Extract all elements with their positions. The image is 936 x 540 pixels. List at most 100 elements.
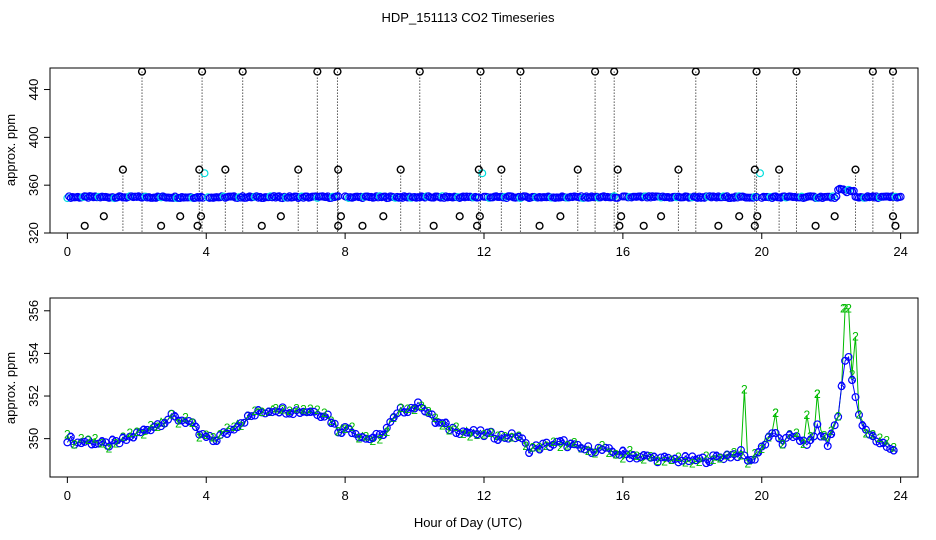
- series-2-glyph: 2: [404, 402, 411, 416]
- outlier-point: [750, 165, 759, 174]
- series-2-glyph: 2: [578, 441, 585, 455]
- series-3-point: [695, 454, 704, 463]
- series-2-glyph: 2: [741, 383, 748, 397]
- series-2-glyph: 2: [661, 455, 668, 469]
- series-2-glyph: 2: [765, 431, 772, 445]
- series-3-glyph: 3: [151, 420, 158, 434]
- series-3-point: [844, 352, 853, 361]
- series-3-glyph: 3: [380, 428, 387, 442]
- outlier-point: [238, 67, 247, 76]
- series-2-glyph: 2: [383, 425, 390, 439]
- series-3-point: [184, 417, 193, 426]
- series-3-glyph: 3: [161, 416, 168, 430]
- series-2-glyph: 2: [620, 452, 627, 466]
- outlier-point: [276, 212, 285, 221]
- series-2-glyph: 2: [189, 416, 196, 430]
- top-y-tick-label: 320: [26, 222, 41, 244]
- outlier-point: [415, 67, 424, 76]
- series-3-glyph: 3: [817, 430, 824, 444]
- series-2-glyph: 2: [432, 411, 439, 425]
- series-3-point: [854, 410, 863, 419]
- series-3-glyph: 3: [651, 450, 658, 464]
- series-2-glyph: 2: [758, 442, 765, 456]
- outlier-point: [379, 212, 388, 221]
- series-2-glyph: 2: [689, 457, 696, 471]
- series-2-glyph: 2: [845, 302, 852, 316]
- outlier-point: [221, 165, 230, 174]
- series-3-glyph: 3: [505, 432, 512, 446]
- bottom-y-tick-label: 354: [26, 343, 41, 365]
- outlier-point: [358, 221, 367, 230]
- series-3-point: [500, 433, 509, 442]
- series-3-glyph: 3: [432, 416, 439, 430]
- series-3-point: [316, 413, 325, 422]
- series-3-point: [427, 410, 436, 419]
- series-3-point: [337, 428, 346, 437]
- series-2-glyph: 2: [140, 428, 147, 442]
- series-3-point: [875, 439, 884, 448]
- series-2-glyph: 2: [238, 419, 245, 433]
- series-3-point: [570, 440, 579, 449]
- series-2-glyph: 2: [738, 448, 745, 462]
- series-2-glyph: 2: [522, 439, 529, 453]
- series-3-glyph: 3: [370, 431, 377, 445]
- top-x-tick-label: 24: [893, 244, 907, 259]
- outlier-point: [750, 221, 759, 230]
- series-2-glyph: 2: [467, 429, 474, 443]
- series-2-glyph: 2: [370, 434, 377, 448]
- series-2-glyph: 2: [127, 426, 134, 440]
- series-3-glyph: 3: [745, 454, 752, 468]
- series-3-point: [191, 422, 200, 431]
- series-3-point: [667, 455, 676, 464]
- series-3-glyph: 3: [474, 427, 481, 441]
- top-x-tick-label: 12: [477, 244, 491, 259]
- outlier-point: [176, 212, 185, 221]
- series-3-point: [577, 444, 586, 453]
- series-3-glyph: 3: [672, 452, 679, 466]
- series-3-glyph: 3: [67, 430, 74, 444]
- series-3-glyph: 3: [849, 373, 856, 387]
- series-3-point: [77, 439, 86, 448]
- series-2-glyph: 2: [175, 417, 182, 431]
- series-3-point: [816, 432, 825, 441]
- series-3-point: [66, 432, 75, 441]
- top-x-tick-label: 16: [616, 244, 630, 259]
- outlier-point: [811, 221, 820, 230]
- series-2-glyph: 2: [147, 418, 154, 432]
- series-3-glyph: 3: [109, 433, 116, 447]
- series-3-glyph: 3: [713, 449, 720, 463]
- series-2-glyph: 2: [99, 437, 106, 451]
- series-3-point: [698, 453, 707, 462]
- series-3-point: [830, 421, 839, 430]
- series-2-glyph: 2: [606, 446, 613, 460]
- series-2-glyph: 2: [210, 430, 217, 444]
- outlier-point: [197, 67, 207, 76]
- series-3-glyph: 3: [776, 431, 783, 445]
- outlier-point: [497, 165, 506, 174]
- series-2-glyph: 2: [481, 427, 488, 441]
- series-3-point: [323, 410, 332, 419]
- series-2-glyph: 2: [654, 454, 661, 468]
- series-3-point: [382, 423, 391, 432]
- outlier-point: [334, 221, 343, 230]
- bottom-x-tick-label: 4: [203, 488, 210, 503]
- series-3-glyph: 3: [828, 427, 835, 441]
- series-2-glyph: 2: [842, 302, 849, 316]
- series-2-glyph: 2: [870, 427, 877, 441]
- series-3-glyph: 3: [245, 409, 252, 423]
- series-2-glyph: 2: [293, 402, 300, 416]
- outlier-point: [157, 221, 166, 230]
- series-2-glyph: 2: [154, 420, 161, 434]
- outlier-point: [334, 165, 343, 174]
- series-3-point: [236, 419, 245, 428]
- series-2-glyph: 2: [418, 399, 425, 413]
- outlier-point: [195, 165, 204, 174]
- outlier-point: [617, 212, 626, 221]
- series-3-point: [521, 438, 530, 447]
- series-2-glyph: 2: [488, 426, 495, 440]
- series-2-glyph: 2: [793, 426, 800, 440]
- series-3-glyph: 3: [120, 431, 127, 445]
- series-2-glyph: 2: [224, 421, 231, 435]
- series-2-glyph: 2: [363, 430, 370, 444]
